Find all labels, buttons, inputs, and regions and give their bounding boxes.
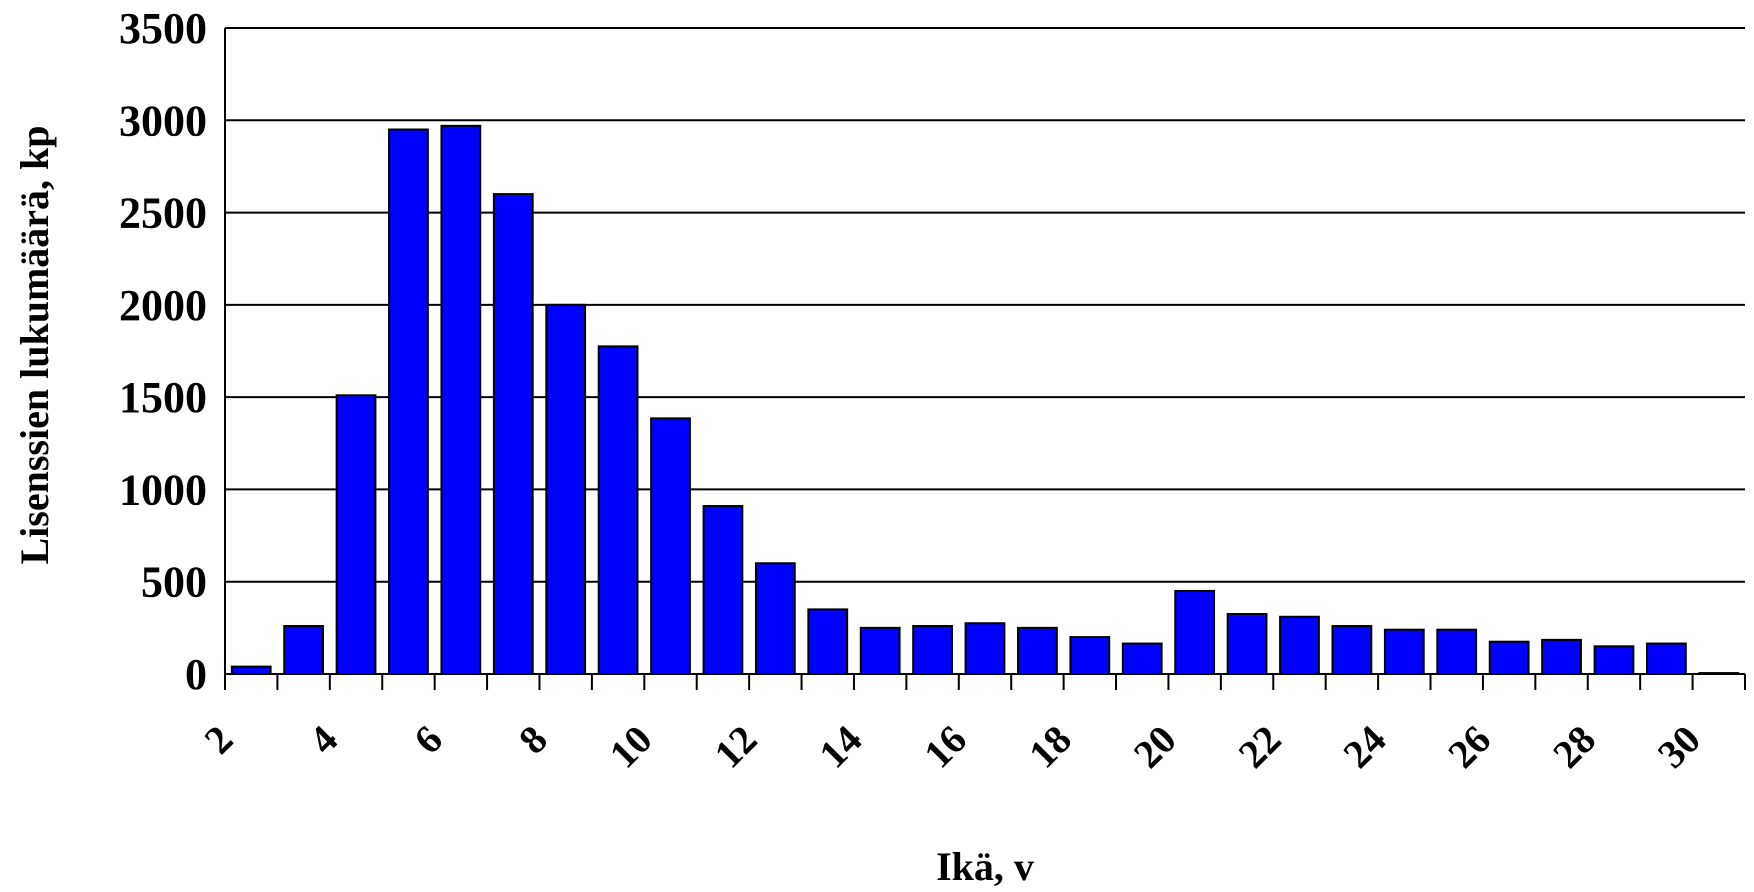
bar — [545, 303, 587, 675]
y-axis-title: Lisenssien lukumäärä, kp — [12, 125, 57, 564]
y-tick-labels: 0 500 1000 1500 2000 2500 3000 3500 — [119, 4, 207, 699]
x-tick-label: 6 — [405, 717, 451, 763]
x-tick-label: 28 — [1544, 717, 1604, 777]
x-tick-label: 20 — [1125, 717, 1185, 777]
y-tick-label: 2000 — [119, 281, 207, 330]
x-tick-label: 30 — [1649, 717, 1709, 777]
x-tick-label: 16 — [915, 717, 975, 777]
x-tick-label: 18 — [1020, 717, 1080, 777]
bar — [492, 193, 534, 675]
bar — [283, 625, 325, 675]
bar — [807, 608, 849, 676]
x-tick-label: 2 — [195, 717, 241, 763]
y-tick-label: 3000 — [119, 96, 207, 145]
bar — [1174, 589, 1216, 676]
bar — [440, 124, 482, 675]
y-tick-label: 1500 — [119, 373, 207, 422]
bar — [388, 128, 429, 675]
x-tick-label: 12 — [705, 717, 765, 777]
y-tick-label: 0 — [185, 650, 207, 699]
y-tick-label: 3500 — [119, 4, 207, 53]
x-tick-label: 26 — [1439, 717, 1499, 777]
x-axis-title: Ikä, v — [936, 844, 1034, 889]
y-tick-label: 500 — [141, 558, 207, 607]
x-tick-label: 24 — [1334, 717, 1394, 777]
bar — [912, 625, 953, 675]
bar — [1645, 642, 1687, 676]
bar — [859, 626, 901, 675]
bar — [964, 622, 1006, 675]
bar — [650, 417, 691, 675]
y-tick-label: 1000 — [119, 465, 207, 514]
x-tick-label: 10 — [601, 717, 661, 777]
bar — [335, 394, 377, 675]
x-tick-label: 4 — [300, 717, 346, 763]
bar — [1541, 638, 1582, 676]
y-tick-label: 2500 — [119, 189, 207, 238]
bar — [1279, 615, 1320, 675]
bar — [754, 562, 796, 675]
bar — [230, 665, 272, 675]
bar — [1383, 628, 1425, 676]
bar — [597, 345, 639, 675]
axes — [224, 28, 1746, 690]
x-tick-label: 22 — [1230, 717, 1290, 777]
bar — [1121, 642, 1163, 676]
bars — [230, 124, 1740, 676]
bar — [1017, 626, 1058, 675]
x-tick-labels: 2 4 6 8 10 12 14 16 18 20 22 24 26 28 30 — [195, 717, 1709, 777]
bar — [1331, 625, 1373, 675]
bar — [702, 505, 744, 676]
bar — [1226, 613, 1268, 675]
x-tick-label: 14 — [810, 717, 870, 777]
bar — [1069, 636, 1111, 675]
bar — [1593, 645, 1635, 675]
bar — [1488, 640, 1530, 676]
x-tick-label: 8 — [510, 717, 556, 763]
bar — [1436, 628, 1478, 676]
